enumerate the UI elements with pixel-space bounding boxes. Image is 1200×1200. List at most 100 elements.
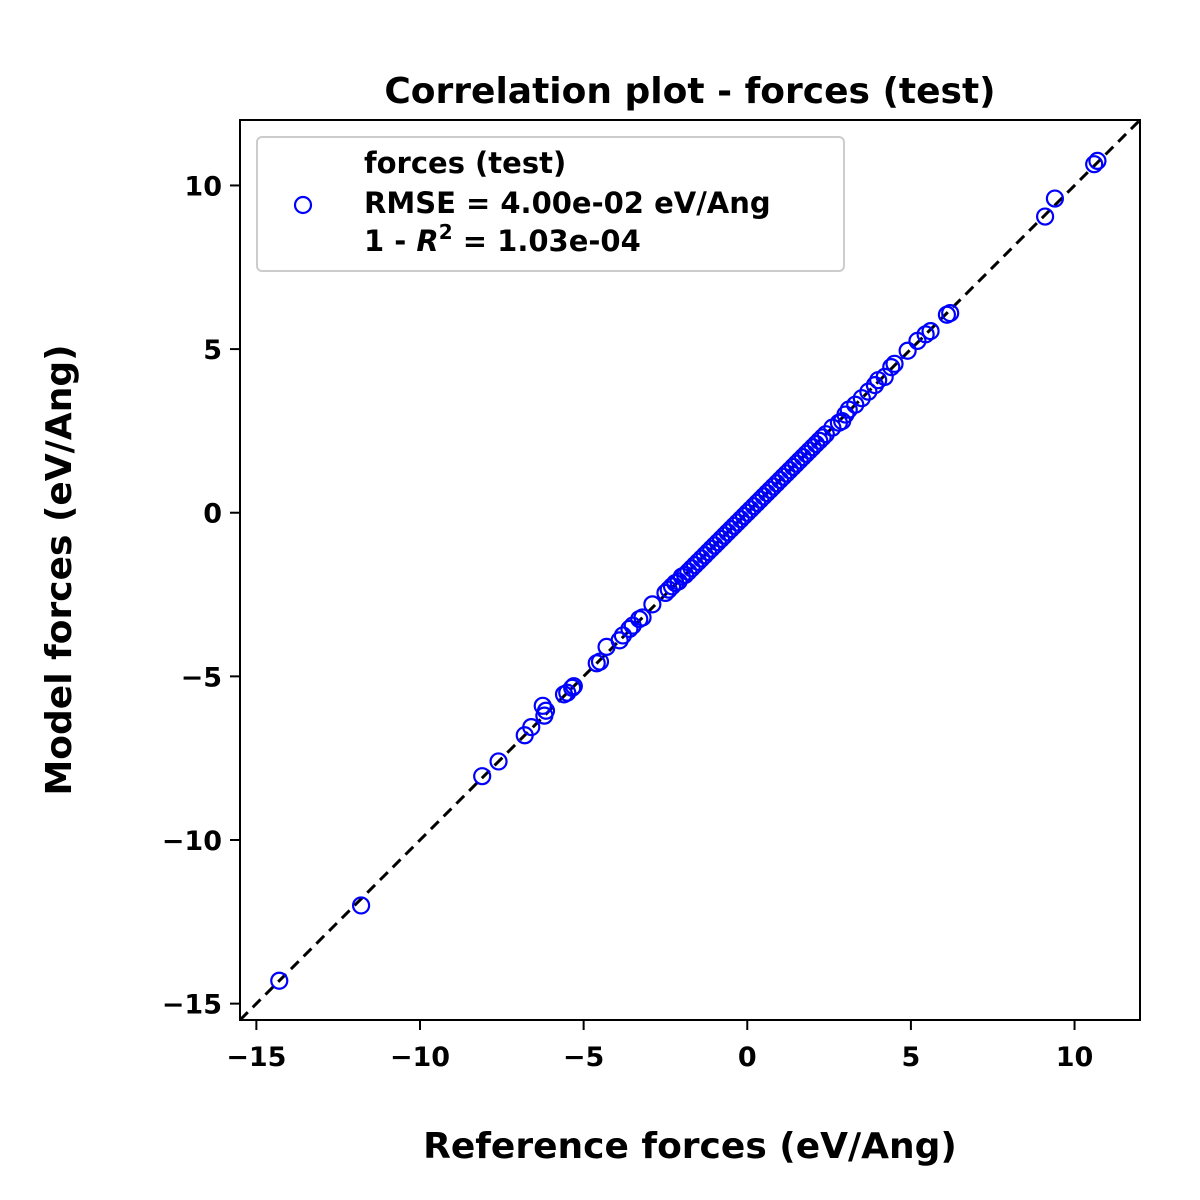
data-point [610, 631, 629, 650]
data-point [898, 341, 917, 360]
scatter-series [270, 151, 1107, 990]
data-point [741, 500, 760, 519]
data-point [698, 542, 718, 562]
data-point [563, 678, 582, 697]
data-point [708, 533, 727, 552]
data-point [813, 428, 832, 447]
data-point [734, 506, 754, 526]
data-point [761, 480, 780, 499]
x-tick-label: 10 [1056, 1042, 1094, 1073]
data-point [757, 483, 777, 503]
y-tick-label: −5 [181, 662, 222, 693]
data-point [770, 470, 790, 490]
x-tick-label: −10 [390, 1042, 450, 1073]
data-point [783, 457, 803, 477]
data-point [800, 441, 819, 460]
data-point [859, 382, 878, 401]
plot-frame [239, 119, 1141, 1021]
data-point [715, 526, 734, 545]
y-axis: −15 −10 −5 0 5 10 [162, 171, 240, 1021]
x-tick-label: 0 [738, 1042, 757, 1073]
data-point [751, 490, 770, 509]
data-point [728, 513, 747, 532]
data-point [659, 580, 678, 599]
chart-title: Correlation plot - forces (test) [384, 71, 995, 112]
legend-marker [293, 195, 313, 215]
data-point [623, 616, 642, 635]
data-point [522, 717, 541, 737]
y-tick-label: 5 [203, 335, 222, 366]
data-point [351, 896, 371, 915]
data-point [1088, 151, 1107, 171]
data-point [941, 303, 960, 323]
data-point [810, 431, 829, 450]
y-tick-label: 10 [184, 171, 222, 202]
data-point [705, 536, 724, 555]
data-point [731, 510, 750, 529]
data-point [836, 405, 855, 424]
data-point [489, 752, 508, 771]
legend-title: forces (test) [364, 146, 566, 180]
data-point [747, 493, 767, 513]
data-point [816, 425, 835, 444]
data-point [803, 438, 822, 457]
y-axis-label: Model forces (eV/Ang) [39, 344, 80, 795]
data-point [682, 559, 701, 578]
data-point [473, 767, 492, 786]
data-point [1085, 155, 1104, 174]
data-point [692, 549, 711, 568]
x-axis-label: Reference forces (eV/Ang) [423, 1126, 957, 1167]
data-point [1045, 189, 1065, 208]
data-point [558, 683, 577, 702]
legend-rmse: RMSE = 4.00e-02 eV/Ang [364, 186, 771, 220]
legend-box [256, 136, 845, 272]
data-point [685, 555, 705, 575]
data-point [590, 652, 610, 671]
data-point [767, 474, 786, 493]
data-point [679, 562, 698, 581]
data-point [780, 461, 799, 480]
data-point [777, 464, 796, 483]
legend-r2-suffix: = 1.03e-04 [453, 224, 641, 258]
x-tick-label: −5 [563, 1042, 604, 1073]
legend-r2: 1 - R2 = 1.03e-04 [364, 220, 641, 258]
legend-r2-prefix: 1 - [364, 224, 416, 258]
data-point [774, 467, 793, 486]
x-axis: −15 −10 −5 0 5 10 [226, 1020, 1093, 1073]
data-point [536, 701, 556, 720]
data-point [793, 447, 813, 467]
legend-r2-exponent: 2 [439, 220, 453, 244]
data-point [754, 487, 773, 506]
plot-area [240, 120, 1140, 1020]
legend: forces (test) RMSE = 4.00e-02 eV/Ang 1 -… [256, 136, 845, 272]
data-point [643, 595, 662, 614]
data-point [764, 477, 783, 496]
data-point [711, 529, 731, 549]
data-point [852, 389, 871, 408]
data-point [270, 971, 289, 990]
y-tick-label: −10 [162, 826, 222, 857]
data-point [738, 503, 757, 522]
data-point [656, 583, 675, 603]
data-point [533, 696, 552, 715]
data-point [725, 516, 744, 535]
data-point [718, 523, 737, 542]
data-point [744, 497, 763, 516]
data-point [675, 565, 695, 585]
data-point [797, 444, 816, 463]
data-point [613, 626, 633, 645]
data-point [702, 539, 721, 558]
legend-r2-symbol: R [416, 224, 438, 258]
data-point [790, 451, 809, 470]
data-point [633, 608, 652, 627]
data-point [689, 552, 708, 571]
data-point [875, 367, 894, 387]
data-point [806, 434, 826, 454]
x-tick-label: 5 [902, 1042, 921, 1073]
y-tick-label: −15 [162, 990, 222, 1021]
data-point [620, 619, 639, 639]
data-point [695, 546, 714, 565]
data-point [882, 357, 901, 377]
x-tick-label: −15 [226, 1042, 286, 1073]
